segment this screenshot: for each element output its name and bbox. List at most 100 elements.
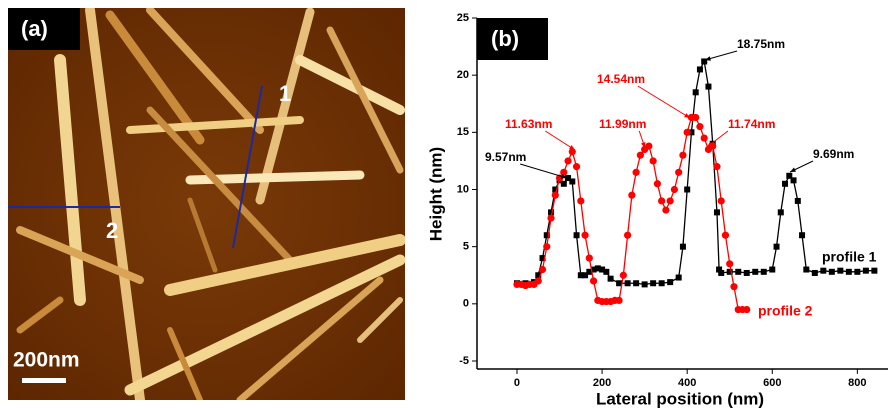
- afm-image: 1 2 200nm (a): [8, 8, 405, 400]
- point: [744, 270, 750, 276]
- x-tick-label: 800: [848, 377, 866, 389]
- point: [573, 163, 580, 170]
- point: [795, 198, 801, 204]
- point: [752, 269, 758, 275]
- line-label: 1: [279, 81, 291, 106]
- point: [642, 281, 648, 287]
- point: [616, 297, 623, 304]
- point: [782, 181, 788, 187]
- point: [791, 177, 797, 183]
- point: [608, 276, 614, 282]
- point: [705, 84, 711, 90]
- point: [846, 269, 852, 275]
- point: [671, 186, 678, 193]
- page: 1 2 200nm (a) (b) Lateral position (nm) …: [0, 0, 888, 408]
- point: [714, 209, 720, 215]
- x-tick-label: 0: [514, 377, 520, 389]
- x-tick-label: 200: [593, 377, 611, 389]
- panel-label: (a): [21, 16, 48, 41]
- point: [854, 269, 860, 275]
- point: [693, 89, 699, 95]
- y-tick-label: 20: [457, 69, 469, 81]
- x-tick-label: 600: [763, 377, 781, 389]
- y-tick-label: 10: [457, 183, 469, 195]
- point: [590, 277, 597, 284]
- point: [581, 232, 588, 239]
- point: [569, 178, 575, 184]
- plot-area: [513, 58, 877, 313]
- point: [560, 169, 567, 176]
- scale-bar-label: 200nm: [13, 349, 80, 372]
- point: [625, 280, 631, 286]
- point: [650, 280, 656, 286]
- point: [645, 142, 652, 149]
- annotation-arrow: [520, 164, 567, 178]
- point: [620, 272, 627, 279]
- line-label: 2: [106, 218, 118, 243]
- point: [713, 163, 720, 170]
- point: [863, 268, 869, 274]
- point: [680, 244, 686, 250]
- point: [547, 214, 554, 221]
- point: [659, 280, 665, 286]
- point: [799, 232, 805, 238]
- series-label: profile 2: [758, 303, 813, 319]
- point: [658, 197, 665, 204]
- x-tick-label: 400: [678, 377, 696, 389]
- point: [574, 232, 580, 238]
- point: [718, 197, 725, 204]
- point: [552, 192, 559, 199]
- annotation-arrow: [638, 86, 690, 118]
- point: [633, 280, 639, 286]
- point: [676, 275, 682, 281]
- point: [667, 197, 674, 204]
- point: [769, 267, 775, 273]
- point: [662, 206, 669, 213]
- figure: 1 2 200nm (a) (b) Lateral position (nm) …: [0, 0, 888, 408]
- point: [829, 269, 835, 275]
- point: [624, 232, 631, 239]
- point: [539, 266, 546, 273]
- annotation: 11.63nm: [505, 117, 552, 131]
- point: [679, 152, 686, 159]
- series-label: profile 1: [822, 249, 877, 265]
- y-tick-label: 0: [463, 298, 469, 310]
- point: [696, 123, 703, 130]
- point: [871, 268, 877, 274]
- point: [654, 180, 661, 187]
- point: [774, 244, 780, 250]
- point: [820, 268, 826, 274]
- annotation: 11.99nm: [599, 117, 646, 131]
- annotation: 9.69nm: [813, 147, 854, 161]
- point: [743, 306, 750, 313]
- point: [684, 129, 691, 136]
- y-axis-label: Height (nm): [426, 147, 445, 241]
- y-tick-label: 25: [457, 12, 469, 24]
- point: [812, 270, 818, 276]
- point: [726, 260, 733, 267]
- point: [603, 269, 609, 275]
- point: [803, 267, 809, 273]
- x-axis-label: Lateral position (nm): [596, 389, 764, 408]
- point: [692, 114, 699, 121]
- y-tick-label: -5: [459, 355, 469, 367]
- point: [637, 152, 644, 159]
- point: [730, 283, 737, 290]
- point: [628, 192, 635, 199]
- point: [650, 157, 657, 164]
- y-tick-label: 5: [463, 241, 469, 253]
- point: [778, 209, 784, 215]
- point: [761, 269, 767, 275]
- point: [718, 270, 724, 276]
- annotation: 18.75nm: [737, 37, 785, 51]
- point: [701, 134, 708, 141]
- point: [722, 232, 729, 239]
- point: [697, 66, 703, 72]
- annotation: 11.74nm: [728, 117, 775, 131]
- annotation: 9.57nm: [485, 150, 526, 164]
- point: [667, 279, 673, 285]
- point: [675, 169, 682, 176]
- point: [633, 169, 640, 176]
- point: [577, 197, 584, 204]
- point: [735, 269, 741, 275]
